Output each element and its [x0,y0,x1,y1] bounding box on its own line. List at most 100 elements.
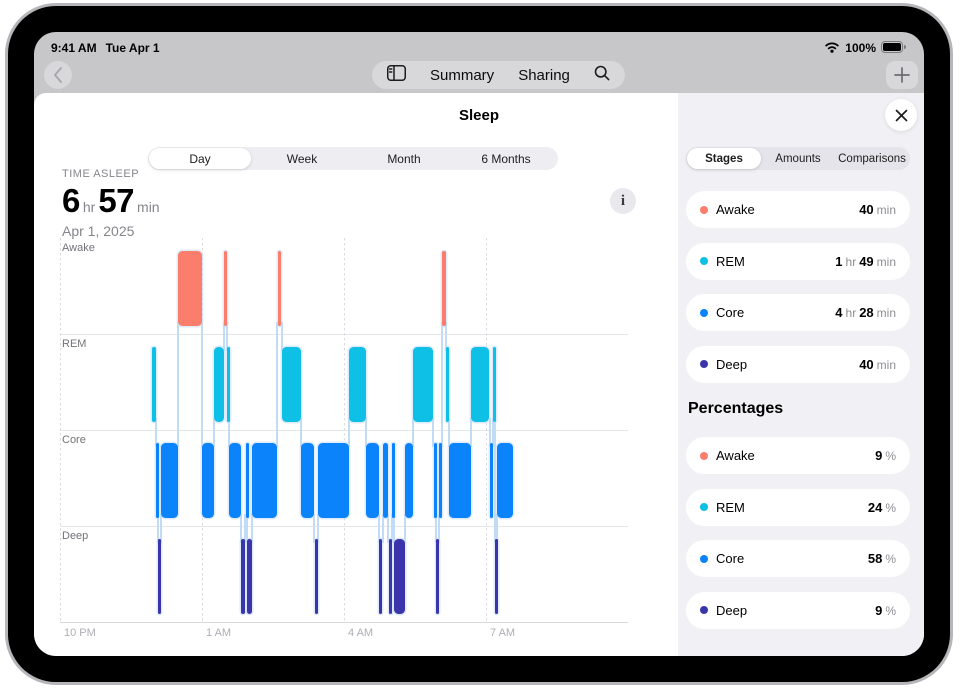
info-icon[interactable]: i [610,188,636,214]
stage-row: REM 1 hr 49 min [686,242,910,280]
stage-connector [223,322,226,351]
stage-connector [240,514,243,543]
deep-segment-bar [314,539,318,614]
core-segment-bar [392,443,396,518]
core-segment-bar [448,443,471,518]
row-label-rem: REM [62,338,87,350]
rem-segment-bar [471,347,490,422]
stage-value: 1 hr 49 min [835,253,896,269]
rem-segment-bar [492,347,496,422]
close-button[interactable] [885,99,917,131]
core-segment-bar [497,443,513,518]
stage-connector [276,322,279,447]
stage-connector [447,418,450,447]
screen: 9:41 AM Tue Apr 1 100% Summ [34,32,924,656]
rem-color-dot [700,257,708,265]
stage-connector [365,418,367,447]
stage-value: 40 min [859,356,896,372]
core-segment-bar [160,443,179,518]
stage-connector [313,514,316,543]
core-segment-bar [366,443,379,518]
stage-connector [228,418,231,447]
awake-segment-bar [178,251,203,326]
core-segment-bar [251,443,278,518]
rem-segment-bar [226,347,230,422]
stage-connector [250,514,253,543]
deep-color-dot [700,360,708,368]
stage-connector [156,514,159,543]
awake-segment-bar [441,251,446,326]
tab-day[interactable]: Day [149,148,251,169]
stage-value: 9% [875,602,896,618]
nav-summary[interactable]: Summary [430,66,495,84]
stage-row: Awake 40 min [686,191,910,228]
stage-connector [491,418,494,447]
stage-row: Core 4 hr 28 min [686,294,910,331]
deep-color-dot [700,606,708,614]
stage-value: 58% [867,551,896,566]
awake-color-dot [700,451,708,460]
device-frame: 9:41 AM Tue Apr 1 100% Summ [8,6,950,682]
sleep-sheet: Sleep Day Week Month 6 Months TIME ASLEE… [34,93,924,656]
tab-amounts[interactable]: Amounts [775,152,821,165]
stage-label: Deep [716,602,748,618]
status-date: Tue Apr 1 [105,41,160,55]
stage-value: 24% [867,499,896,515]
stage-value: 4 hr 28 min [835,305,896,320]
stage-label: Deep [716,356,748,372]
core-segment-bar [229,443,242,518]
stage-connector [177,322,180,447]
row-label-deep: Deep [62,530,89,542]
nav-sharing[interactable]: Sharing [518,66,570,84]
deep-segment-bar [379,539,383,614]
stage-connector [201,322,204,447]
tab-6months[interactable]: 6 Months [481,151,531,166]
stage-connector [212,418,215,447]
stage-connector [154,418,157,447]
stage-connector [244,514,247,543]
rem-color-dot [700,503,708,511]
tab-comparisons[interactable]: Comparisons [838,152,906,165]
stage-connector [437,514,440,543]
metric-label: TIME ASLEEP [62,168,140,180]
add-button[interactable] [886,61,918,89]
core-color-dot [700,554,708,563]
deep-segment-bar [494,539,498,614]
stage-connector [300,418,303,447]
search-icon[interactable] [594,65,610,86]
core-color-dot [700,308,708,317]
tab-month[interactable]: Month [387,151,421,166]
sleep-stages-chart: Awake REM Core Deep 10 PM 1 AM 4 AM 7 AM [60,238,628,639]
axis-baseline [60,622,628,623]
rem-segment-bar [413,347,433,422]
stage-connector [391,514,394,543]
tab-week[interactable]: Week [286,151,318,166]
core-segment-bar [202,443,214,518]
sidebar-toggle-icon[interactable] [387,64,406,86]
tab-stages[interactable]: Stages [687,148,761,169]
metric-value: 6 hr 57 min [62,182,160,220]
metric-date: Apr 1, 2025 [62,223,135,239]
awake-segment-bar [224,251,228,326]
gridline [60,238,61,622]
stage-connector [280,322,283,351]
rem-segment-bar [446,347,450,422]
axis-tick-label: 10 PM [64,627,96,639]
stage-connector [387,514,390,543]
back-button[interactable] [44,61,72,89]
stage-connector [317,514,320,543]
stage-percentage-list: Awake 9% REM 24% Core 58% Deep 9% [686,437,910,629]
time-asleep-metric: TIME ASLEEP 6 hr 57 min Apr 1, 2025 [62,168,160,239]
metric-min-unit: min [137,199,160,215]
stage-connector [225,322,228,351]
stage-label: Awake [716,448,755,463]
row-label-core: Core [62,434,86,446]
navigation-bar: Summary Sharing [34,61,924,89]
timescale-segmented-control: Day Week Month 6 Months [148,147,558,170]
percentage-row: Core 58% [686,540,910,577]
core-segment-bar [155,443,159,518]
deep-segment-bar [435,539,439,614]
core-segment-bar [301,443,315,518]
axis-tick-label: 1 AM [206,627,232,639]
percentage-row: Awake 9% [686,437,910,474]
